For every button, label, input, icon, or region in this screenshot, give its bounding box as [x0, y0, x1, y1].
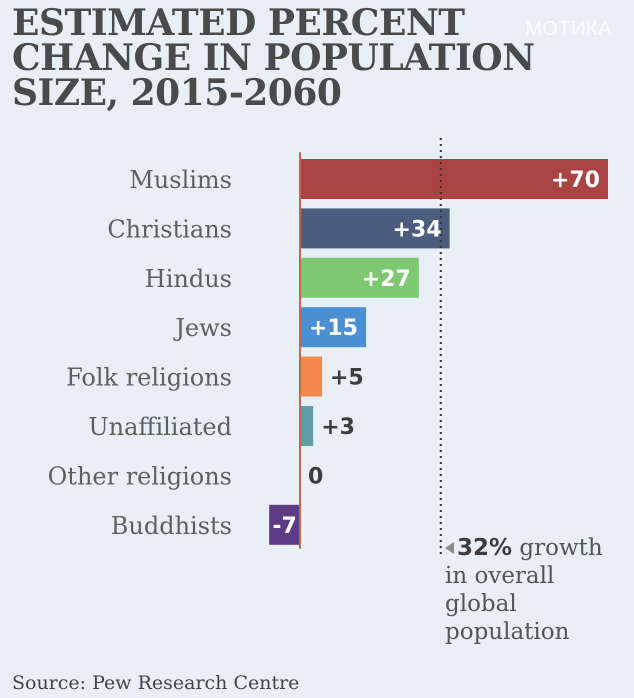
bar-buddhists [269, 504, 300, 545]
category-label-jews: Jews [172, 314, 232, 342]
value-label-hindus: +27 [362, 267, 411, 292]
watermark-logo: MOTИКА [525, 18, 612, 40]
chart-title: ESTIMATED PERCENT CHANGE IN POPULATION S… [12, 2, 535, 114]
value-label-muslims: +70 [551, 168, 600, 193]
category-label-buddhists: Buddhists [111, 512, 232, 540]
category-label-muslims: Muslims [129, 166, 232, 194]
bar-folk-religions [300, 356, 322, 397]
category-label-hindus: Hindus [145, 265, 232, 293]
bar-jews [300, 307, 366, 348]
growth-annotation: 32% growth in overall global population [445, 534, 630, 646]
value-label-other-religions: 0 [308, 464, 323, 489]
annotation-text: growth in overall global population [445, 535, 603, 645]
source-note: Source: Pew Research Centre [12, 672, 300, 694]
bar-muslims [300, 159, 608, 199]
category-label-christians: Christians [107, 215, 232, 243]
bars-group [269, 159, 608, 545]
category-label-other-religions: Other religions [48, 462, 232, 490]
bar-unaffiliated [300, 406, 314, 446]
value-label-christians: +34 [393, 217, 442, 242]
category-label-folk-religions: Folk religions [66, 364, 232, 392]
value-label-unaffiliated: +3 [321, 415, 355, 440]
bar-hindus [300, 257, 419, 298]
value-label-folk-religions: +5 [330, 366, 364, 391]
labels-group: Muslims +70 Christians +34 Hindus +27 Jews +15 F… [48, 166, 600, 540]
value-label-jews: +15 [309, 316, 358, 341]
left-arrow-icon [445, 542, 454, 554]
bar-christians [300, 208, 450, 249]
annotation-percent: 32% [457, 535, 513, 561]
category-label-unaffiliated: Unaffiliated [88, 413, 232, 441]
value-label-buddhists: -7 [272, 514, 296, 539]
